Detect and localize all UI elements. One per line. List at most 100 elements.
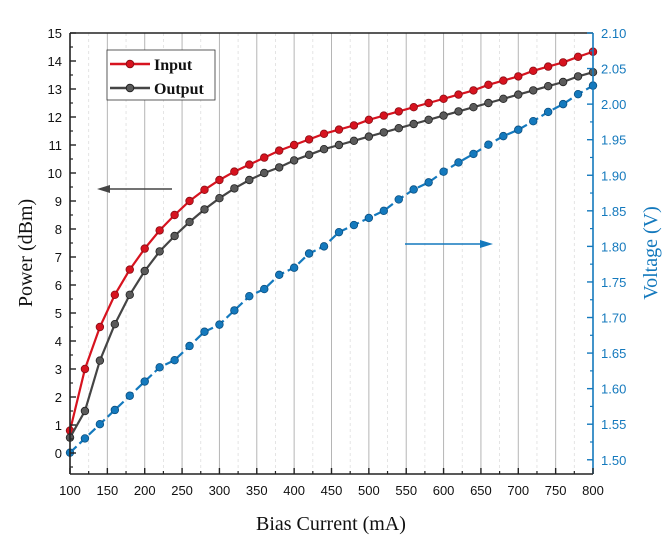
data-point xyxy=(454,90,463,99)
data-point xyxy=(230,184,239,193)
data-point xyxy=(155,363,164,372)
data-point xyxy=(170,231,179,241)
data-point xyxy=(394,123,403,133)
data-point xyxy=(439,94,448,103)
legend-marker-output xyxy=(125,83,135,93)
y-tick-label: 11 xyxy=(49,138,63,153)
data-point xyxy=(80,364,90,374)
data-point xyxy=(289,263,299,272)
data-point xyxy=(514,72,523,81)
data-point xyxy=(514,125,523,134)
x-tick-label: 400 xyxy=(283,483,305,498)
data-point xyxy=(394,107,403,116)
y-tick-label: 5 xyxy=(55,306,62,321)
data-point xyxy=(529,86,538,95)
left-axis-arrow xyxy=(97,185,172,193)
data-point xyxy=(484,80,493,89)
data-point xyxy=(140,266,149,276)
data-point xyxy=(334,140,344,150)
data-point xyxy=(200,185,209,194)
y-tick-label: 14 xyxy=(48,54,62,69)
x-tick-label: 500 xyxy=(358,483,380,498)
x-tick-label: 650 xyxy=(470,483,492,498)
data-point xyxy=(484,140,493,149)
y2-tick-label: 1.55 xyxy=(601,417,626,432)
x-tick-label: 450 xyxy=(321,483,343,498)
y-tick-label: 15 xyxy=(48,26,62,41)
data-point xyxy=(409,185,418,194)
y2-tick-label: 2.05 xyxy=(601,62,626,77)
data-point xyxy=(349,220,359,230)
y-tick-label: 10 xyxy=(48,166,62,181)
data-point xyxy=(155,247,164,256)
data-point xyxy=(379,111,388,120)
x-tick-label: 550 xyxy=(395,483,417,498)
data-point xyxy=(334,227,344,237)
data-point xyxy=(110,320,120,329)
data-point xyxy=(230,167,239,176)
data-point xyxy=(379,128,388,137)
x-tick-label: 350 xyxy=(246,483,268,498)
data-point xyxy=(364,213,374,223)
data-point xyxy=(469,102,478,112)
data-point xyxy=(529,66,538,75)
x-tick-label: 600 xyxy=(433,483,455,498)
x-tick-label: 200 xyxy=(134,483,156,498)
y-tick-label: 3 xyxy=(55,362,62,377)
data-point xyxy=(185,196,194,206)
data-point xyxy=(140,244,149,253)
data-point xyxy=(439,167,448,176)
data-point xyxy=(170,210,179,220)
data-point xyxy=(349,121,359,130)
data-point xyxy=(319,129,329,138)
data-point xyxy=(543,107,553,117)
data-point xyxy=(95,420,105,429)
data-point xyxy=(573,89,583,99)
data-point xyxy=(334,125,344,134)
data-point xyxy=(260,168,269,178)
data-point xyxy=(275,270,284,280)
y-tick-label: 7 xyxy=(55,250,62,265)
y2-tick-label: 1.65 xyxy=(601,346,626,361)
data-point xyxy=(230,306,239,315)
data-point xyxy=(424,178,433,187)
data-point xyxy=(424,115,433,124)
data-point xyxy=(529,116,538,126)
y2-tick-label: 1.85 xyxy=(601,204,626,219)
x-tick-label: 150 xyxy=(97,483,119,498)
right-axis-arrow xyxy=(405,240,493,248)
y2-tick-label: 1.95 xyxy=(601,133,626,148)
data-point xyxy=(514,90,523,99)
data-point xyxy=(275,146,284,155)
data-point xyxy=(499,94,508,103)
data-point xyxy=(409,102,418,112)
data-point xyxy=(215,320,224,329)
x-tick-label: 300 xyxy=(209,483,231,498)
data-point xyxy=(573,52,583,61)
y2-tick-label: 1.50 xyxy=(601,453,626,468)
y2-tick-label: 2.10 xyxy=(601,26,626,41)
data-point xyxy=(185,341,194,351)
data-point xyxy=(349,136,359,145)
data-point xyxy=(80,434,90,443)
data-point xyxy=(469,86,478,95)
data-point xyxy=(558,58,568,67)
data-point xyxy=(289,156,299,165)
data-point xyxy=(260,153,269,162)
y2-tick-label: 1.90 xyxy=(601,168,626,183)
y2-tick-label: 1.60 xyxy=(601,382,626,397)
data-point xyxy=(394,195,403,204)
data-point xyxy=(125,290,134,299)
x-axis-label: Bias Current (mA) xyxy=(256,513,406,535)
y-tick-label: 9 xyxy=(55,194,62,209)
y2-tick-label: 2.00 xyxy=(601,97,626,112)
data-point xyxy=(484,98,493,108)
y2-tick-label: 1.70 xyxy=(601,311,626,326)
data-point xyxy=(304,249,314,258)
data-point xyxy=(200,327,209,336)
y-tick-label: 4 xyxy=(55,334,62,349)
y-tick-label: 1 xyxy=(55,418,62,433)
y-axis-label: Power (dBm) xyxy=(15,199,37,307)
data-point xyxy=(245,160,254,169)
x-tick-label: 750 xyxy=(545,483,567,498)
